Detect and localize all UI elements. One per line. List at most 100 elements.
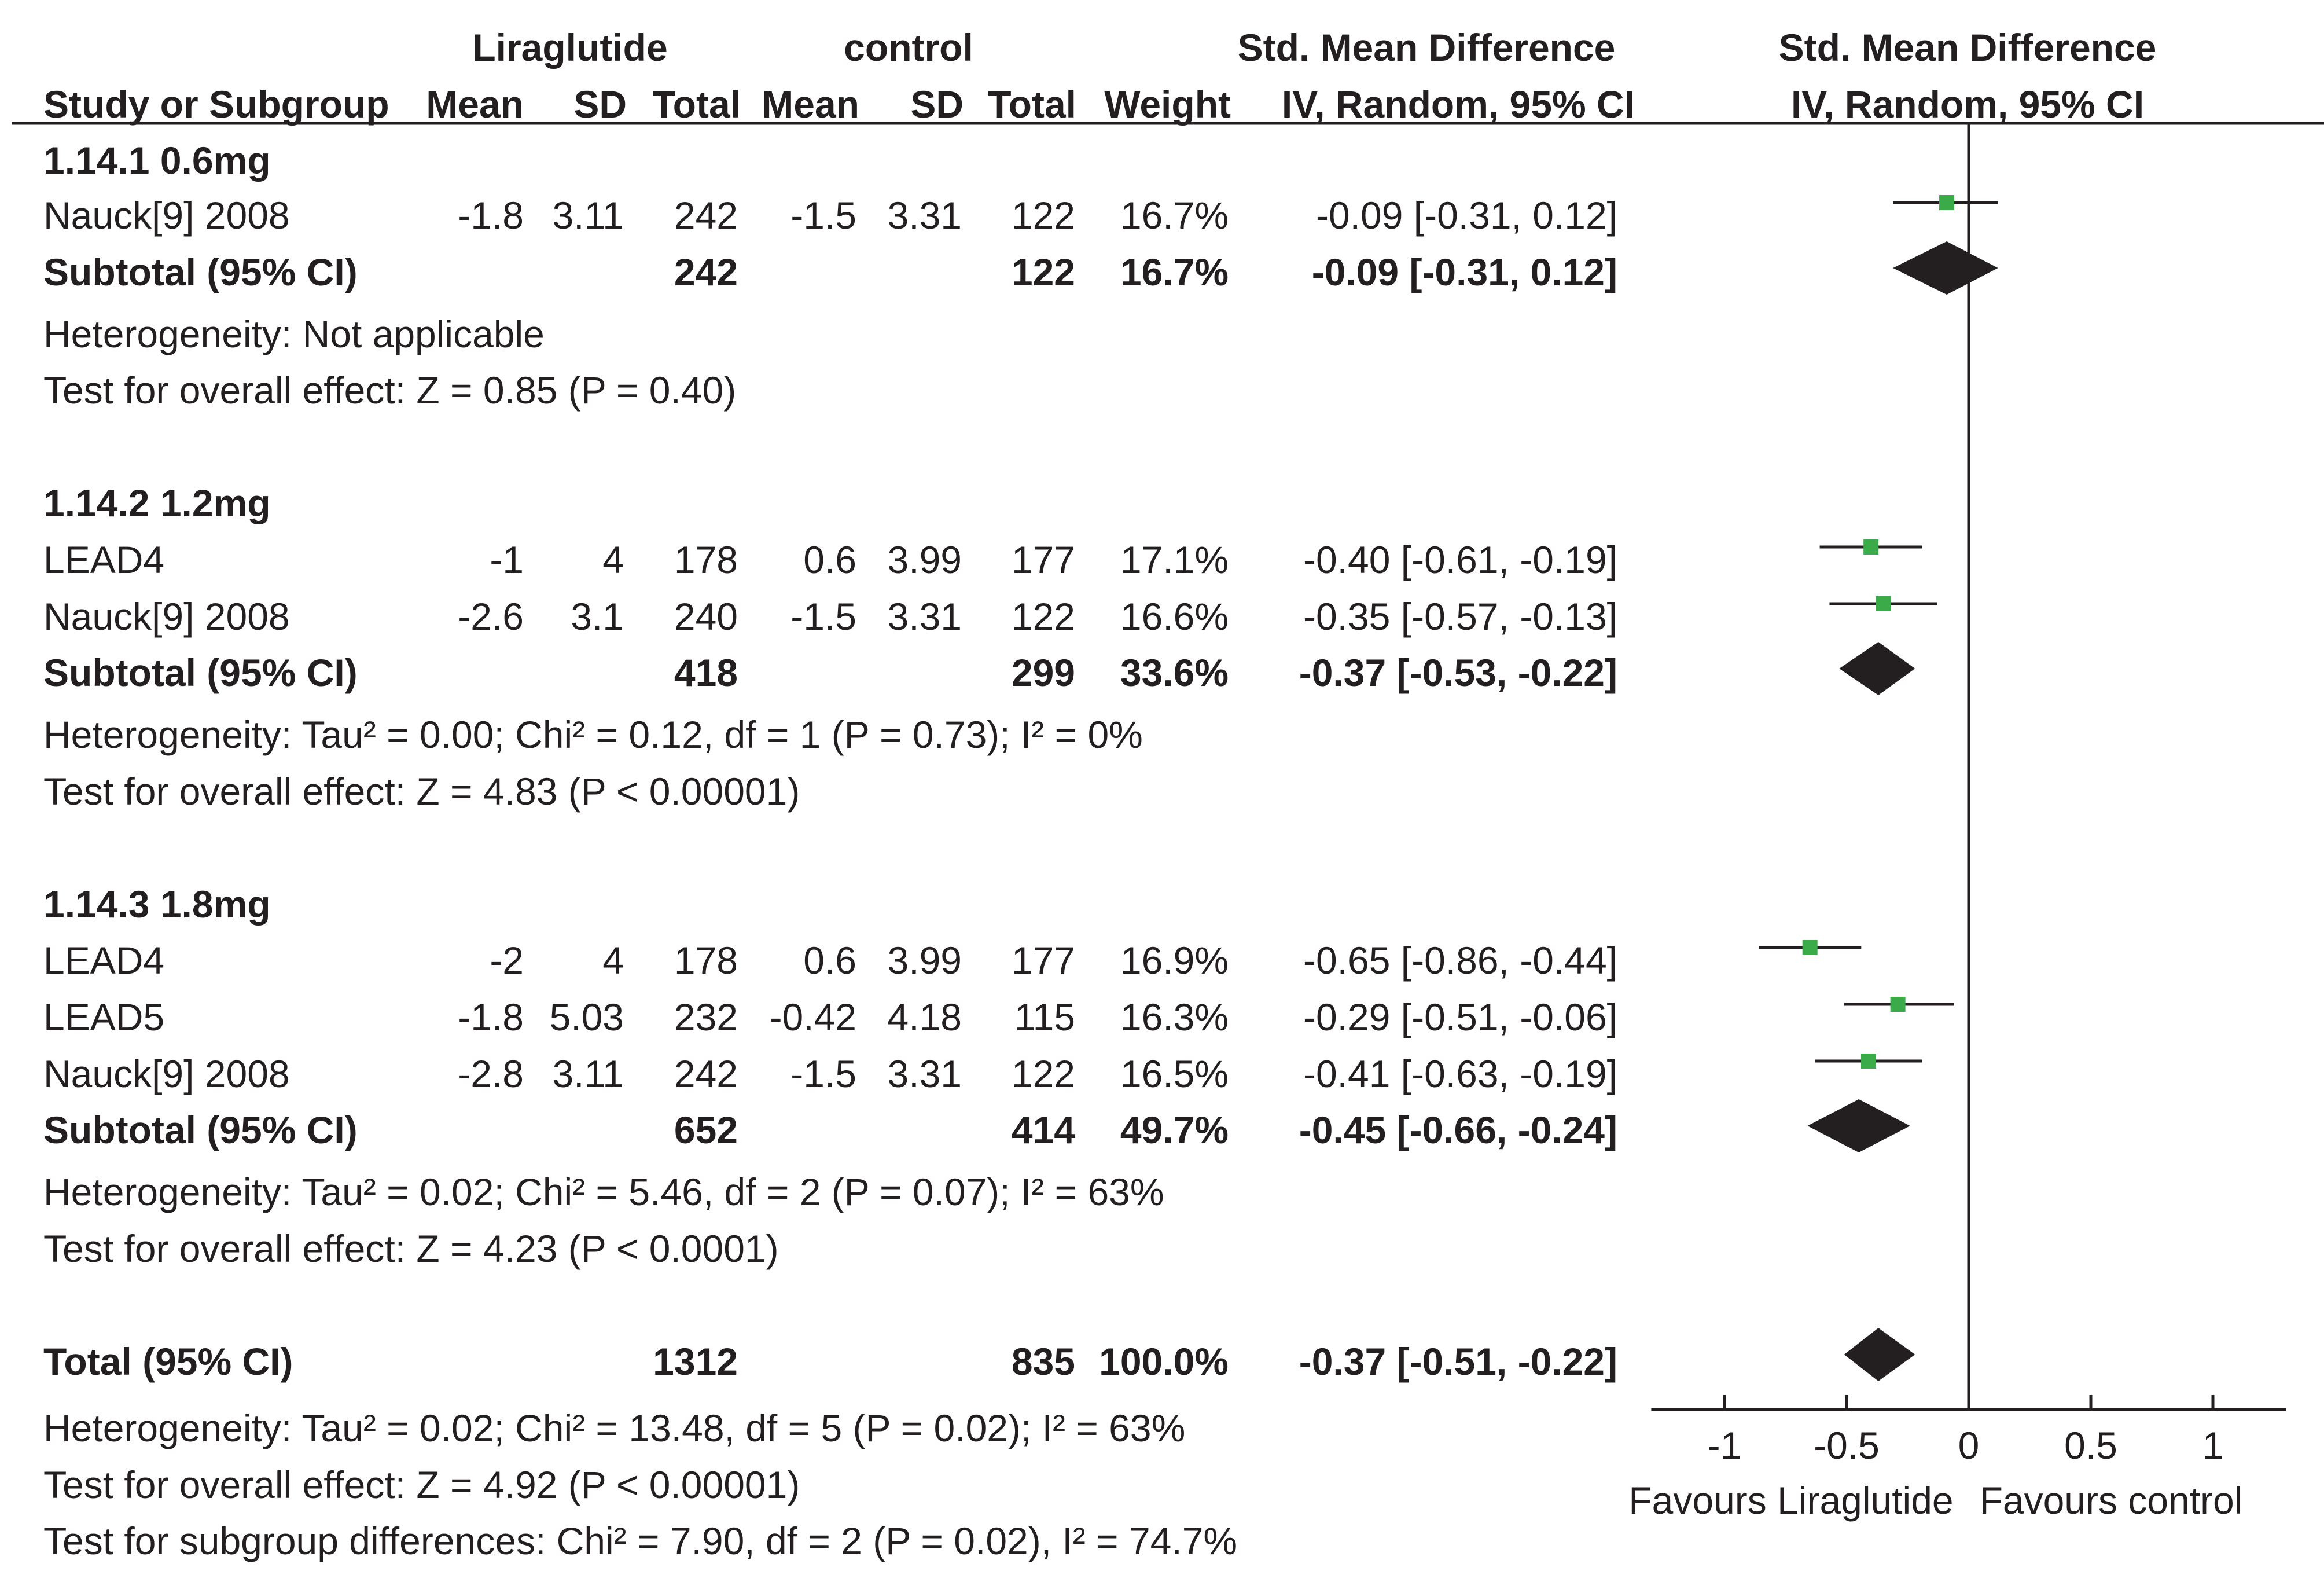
mean1-value: -2.8: [458, 1052, 524, 1095]
weight-value: 17.1%: [1120, 538, 1229, 581]
total1-value: 242: [674, 1052, 738, 1095]
total2-value: 177: [1012, 939, 1075, 982]
study-marker: [1863, 539, 1879, 555]
group2-header: control: [844, 26, 973, 69]
mean1-value: -1.8: [458, 996, 524, 1038]
ci-value: -0.09 [-0.31, 0.12]: [1316, 194, 1617, 237]
ci-value: -0.37 [-0.53, -0.22]: [1299, 651, 1617, 694]
table-rows: 1.14.1 0.6mg Nauck[9] 2008 -1.8 3.11 242 -1.5…: [43, 139, 1617, 1562]
plot-area: -1 -0.5 0 0.5 1 Favours Liraglutide Favours co…: [1628, 123, 2286, 1522]
sd2-value: 3.99: [888, 939, 962, 982]
favours-right-label: Favours control: [1980, 1479, 2243, 1522]
mean2-header: Mean: [762, 83, 859, 126]
subtotal-label: Subtotal (95% CI): [43, 1109, 358, 1151]
total-label: Total (95% CI): [43, 1340, 293, 1383]
sd1-value: 3.1: [571, 595, 624, 638]
ci-value: -0.41 [-0.63, -0.19]: [1303, 1052, 1617, 1095]
x-tick-label: -1: [1708, 1424, 1742, 1467]
sd1-value: 3.11: [552, 194, 624, 237]
subgroup-heading: 1.14.2 1.2mg: [43, 482, 271, 524]
ci-value: -0.09 [-0.31, 0.12]: [1312, 251, 1617, 293]
overall-effect-text: Test for overall effect: Z = 0.85 (P = 0…: [43, 369, 736, 412]
mean2-value: -0.42: [770, 996, 856, 1038]
study-marker: [1802, 940, 1818, 955]
study-marker: [1890, 997, 1906, 1012]
ci-value: -0.45 [-0.66, -0.24]: [1299, 1109, 1617, 1151]
total1-value: 240: [674, 595, 738, 638]
ci-value: -0.35 [-0.57, -0.13]: [1303, 595, 1617, 638]
subtotal-diamond: [1807, 1099, 1910, 1152]
weight-value: 16.6%: [1120, 595, 1229, 638]
study-name: Nauck[9] 2008: [43, 595, 290, 638]
heterogeneity-text: Heterogeneity: Tau² = 0.02; Chi² = 5.46,…: [43, 1170, 1164, 1213]
sd2-value: 3.31: [888, 1052, 962, 1095]
weight-value: 100.0%: [1099, 1340, 1229, 1383]
subtotal-label: Subtotal (95% CI): [43, 251, 358, 293]
subgroup-heading: 1.14.1 0.6mg: [43, 139, 271, 182]
total2-value: 122: [1012, 1052, 1075, 1095]
group1-header: Liraglutide: [472, 26, 667, 69]
subtotal-label: Subtotal (95% CI): [43, 651, 358, 694]
total-diamond: [1844, 1328, 1915, 1381]
total1-value: 242: [674, 194, 738, 237]
study-name: LEAD4: [43, 538, 164, 581]
weight-value: 16.7%: [1120, 194, 1229, 237]
study-name: LEAD5: [43, 996, 164, 1038]
sd2-value: 3.99: [888, 538, 962, 581]
sd2-value: 3.31: [888, 194, 962, 237]
weight-value: 16.5%: [1120, 1052, 1229, 1095]
weight-value: 33.6%: [1120, 651, 1229, 694]
smd-plot-header: Std. Mean Difference: [1779, 26, 2157, 69]
mean1-value: -1: [490, 538, 524, 581]
subtotal-diamond: [1839, 642, 1915, 695]
total2-value: 122: [1012, 194, 1075, 237]
sd2-value: 3.31: [888, 595, 962, 638]
total2-value: 115: [1014, 996, 1075, 1038]
mean2-value: 0.6: [803, 538, 856, 581]
study-name: LEAD4: [43, 939, 164, 982]
total1-value: 652: [674, 1109, 738, 1151]
total2-value: 177: [1012, 538, 1075, 581]
mean1-header: Mean: [426, 83, 524, 126]
mean1-value: -1.8: [458, 194, 524, 237]
mean2-value: 0.6: [803, 939, 856, 982]
method-table-header: IV, Random, 95% CI: [1282, 83, 1635, 126]
weight-value: 49.7%: [1120, 1109, 1229, 1151]
heterogeneity-text: Heterogeneity: Not applicable: [43, 313, 545, 355]
weight-header: Weight: [1104, 83, 1231, 126]
overall-effect-text: Test for overall effect: Z = 4.83 (P < 0…: [43, 770, 800, 813]
sd2-value: 4.18: [888, 996, 962, 1038]
study-marker: [1939, 195, 1955, 210]
mean2-value: -1.5: [790, 595, 856, 638]
footer-text: Test for overall effect: Z = 4.92 (P < 0…: [43, 1463, 800, 1506]
ci-value: -0.40 [-0.61, -0.19]: [1303, 538, 1617, 581]
study-name: Nauck[9] 2008: [43, 1052, 290, 1095]
study-marker: [1876, 596, 1891, 611]
sd1-value: 3.11: [552, 1052, 624, 1095]
smd-table-header: Std. Mean Difference: [1238, 26, 1616, 69]
sd2-header: SD: [910, 83, 964, 126]
subtotal-diamond: [1893, 241, 1998, 295]
total2-value: 414: [1012, 1109, 1075, 1151]
total2-value: 122: [1012, 595, 1075, 638]
ci-value: -0.65 [-0.86, -0.44]: [1303, 939, 1617, 982]
total1-value: 418: [674, 651, 738, 694]
x-tick-label: 1: [2202, 1424, 2224, 1467]
study-name: Nauck[9] 2008: [43, 194, 290, 237]
study-column-header: Study or Subgroup: [43, 83, 389, 126]
total1-value: 232: [674, 996, 738, 1038]
overall-effect-text: Test for overall effect: Z = 4.23 (P < 0…: [43, 1227, 779, 1270]
total1-value: 242: [674, 251, 738, 293]
heterogeneity-text: Heterogeneity: Tau² = 0.00; Chi² = 0.12,…: [43, 713, 1143, 756]
method-plot-header: IV, Random, 95% CI: [1791, 83, 2144, 126]
footer-text: Test for subgroup differences: Chi² = 7.…: [43, 1519, 1237, 1562]
x-tick-label: 0: [1958, 1424, 1980, 1467]
x-tick-label: 0.5: [2064, 1424, 2117, 1467]
weight-value: 16.9%: [1120, 939, 1229, 982]
footer-text: Heterogeneity: Tau² = 0.02; Chi² = 13.48…: [43, 1407, 1185, 1449]
total1-value: 178: [674, 538, 738, 581]
subgroup-heading: 1.14.3 1.8mg: [43, 883, 271, 926]
sd1-header: SD: [573, 83, 627, 126]
total1-value: 1312: [653, 1340, 738, 1383]
mean2-value: -1.5: [790, 194, 856, 237]
